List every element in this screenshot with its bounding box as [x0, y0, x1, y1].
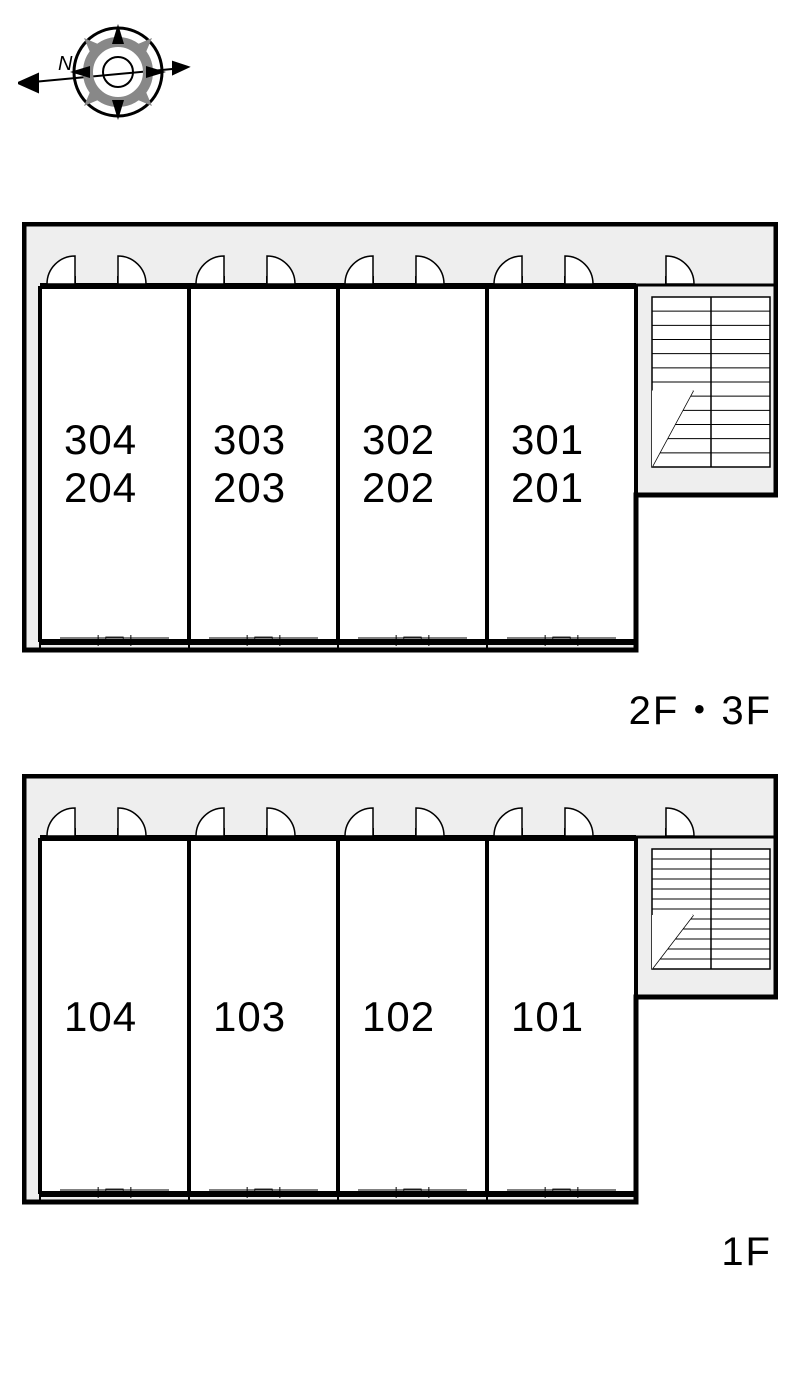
- unit-label: 203: [213, 464, 286, 511]
- compass-icon: N: [18, 10, 198, 160]
- unit-label: 103: [213, 993, 286, 1040]
- unit-label: 303: [213, 416, 286, 463]
- compass: N: [18, 10, 198, 165]
- unit-label: 204: [64, 464, 137, 511]
- floorplan-1f-svg: 104 103 102 101: [22, 774, 778, 1214]
- unit-label: 301: [511, 416, 584, 463]
- floorplan-2f-3f: 304204 303203 302202 301201: [22, 222, 778, 662]
- unit-label: 304: [64, 416, 137, 463]
- floorplan-1f: 104 103 102 101: [22, 774, 778, 1214]
- compass-n-label: N: [58, 53, 73, 75]
- floor-label-1f: 1F: [721, 1230, 772, 1275]
- unit-label: 104: [64, 993, 137, 1040]
- unit-label: 202: [362, 464, 435, 511]
- floor-label-2f-3f: 2F・3F: [629, 678, 772, 736]
- unit-label: 201: [511, 464, 584, 511]
- floorplan-2f-3f-svg: 304204 303203 302202 301201: [22, 222, 778, 662]
- unit-label: 101: [511, 993, 584, 1040]
- unit-label: 302: [362, 416, 435, 463]
- unit-label: 102: [362, 993, 435, 1040]
